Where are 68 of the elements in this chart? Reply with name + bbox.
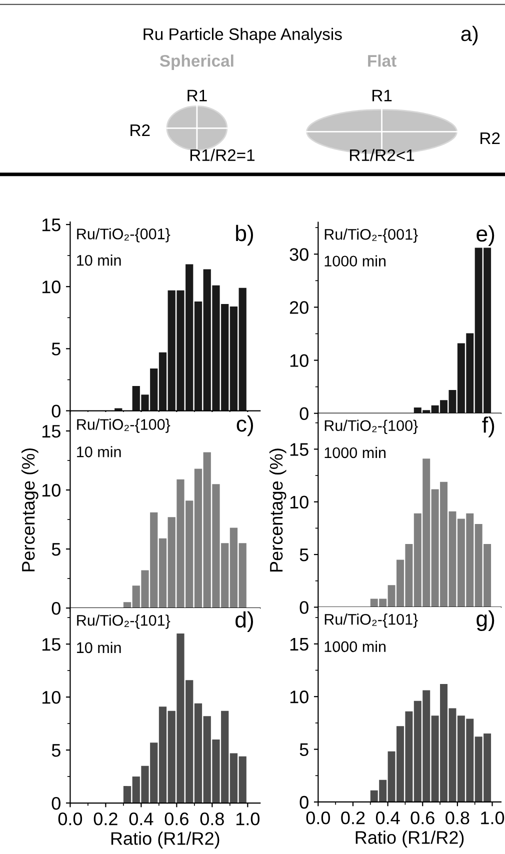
annotation: 1000 min bbox=[324, 255, 386, 267]
annotation: 10 min bbox=[77, 254, 121, 266]
y-tick-label: 15 bbox=[290, 443, 308, 456]
annotation: 1000 min bbox=[324, 640, 386, 652]
annotation: Ru/TiO₂-{100} bbox=[324, 420, 418, 434]
x-tick-label: 0.4 bbox=[376, 811, 400, 824]
text: Ru Particle Shape Analysis bbox=[144, 28, 342, 44]
y-tick-label: 20 bbox=[290, 301, 308, 314]
y-tick-label: 10 bbox=[290, 496, 308, 509]
annotation: 1000 min bbox=[324, 446, 386, 458]
y-tick-label: 30 bbox=[290, 248, 308, 261]
x-tick-label: 0.8 bbox=[446, 811, 470, 824]
text: R1/R2<1 bbox=[350, 148, 414, 162]
y-tick-label: 15 bbox=[42, 425, 60, 438]
text: a) bbox=[461, 26, 478, 46]
x-tick-label: 0.6 bbox=[410, 811, 434, 824]
text: R2 bbox=[480, 132, 500, 144]
y-tick-label: 10 bbox=[290, 354, 308, 367]
y-tick-label: 10 bbox=[42, 690, 60, 704]
x-tick-label: 0.6 bbox=[164, 812, 188, 826]
text: R1 bbox=[372, 90, 392, 102]
y-axis-title: Percentage (%) bbox=[21, 448, 38, 572]
text: Flat bbox=[368, 54, 396, 67]
y-tick-label: 0 bbox=[300, 796, 308, 809]
annotation: 10 min bbox=[77, 642, 121, 654]
y-tick-label: 5 bbox=[52, 342, 60, 356]
y-tick-label: 5 bbox=[300, 548, 308, 562]
text: R1/R2=1 bbox=[190, 148, 255, 162]
y-tick-label: 5 bbox=[52, 744, 60, 757]
y-tick-label: 0 bbox=[52, 602, 60, 615]
x-tick-label: 0.8 bbox=[200, 812, 224, 826]
annotation: Ru/TiO₂-{001} bbox=[77, 228, 170, 242]
annotation: e) bbox=[476, 225, 494, 246]
x-tick-label: 0.0 bbox=[306, 811, 330, 824]
y-tick-label: 0 bbox=[52, 796, 60, 810]
y-tick-label: 5 bbox=[52, 543, 60, 556]
text: R1 bbox=[188, 90, 207, 102]
x-tick-label: 1.0 bbox=[236, 812, 260, 826]
y-tick-label: 0 bbox=[300, 601, 308, 614]
y-tick-label: 15 bbox=[42, 218, 60, 232]
text: R2 bbox=[130, 124, 150, 136]
x-tick-label: 0.4 bbox=[129, 812, 154, 826]
annotation: Ru/TiO₂-{100} bbox=[77, 418, 170, 433]
annotation: Ru/TiO₂-{001} bbox=[324, 228, 418, 243]
annotation: d) bbox=[236, 611, 253, 632]
y-tick-label: 15 bbox=[290, 638, 308, 651]
annotation: b) bbox=[236, 224, 253, 246]
x-tick-label: 0.2 bbox=[94, 812, 118, 826]
x-axis-title: Ratio (R1/R2) bbox=[356, 830, 464, 848]
annotation: c) bbox=[236, 415, 253, 436]
annotation: Ru/TiO₂-{101} bbox=[324, 614, 418, 628]
y-axis-title: Percentage (%) bbox=[269, 448, 286, 572]
annotation: Ru/TiO₂-{101} bbox=[77, 614, 170, 629]
y-tick-label: 10 bbox=[290, 690, 308, 704]
y-tick-label: 5 bbox=[300, 743, 308, 756]
y-tick-label: 0 bbox=[52, 404, 60, 418]
annotation: g) bbox=[476, 610, 494, 632]
x-tick-label: 0.0 bbox=[58, 812, 82, 826]
x-tick-label: 0.2 bbox=[341, 811, 365, 824]
y-tick-label: 10 bbox=[42, 280, 60, 294]
annotation: f) bbox=[482, 416, 494, 438]
y-tick-label: 15 bbox=[42, 638, 60, 651]
x-tick-label: 1.0 bbox=[481, 811, 504, 824]
x-axis-title: Ratio (R1/R2) bbox=[111, 832, 220, 848]
y-tick-label: 10 bbox=[42, 484, 60, 497]
y-tick-label: 0 bbox=[300, 407, 308, 420]
text: Spherical bbox=[160, 54, 234, 70]
annotation: 10 min bbox=[77, 446, 121, 458]
